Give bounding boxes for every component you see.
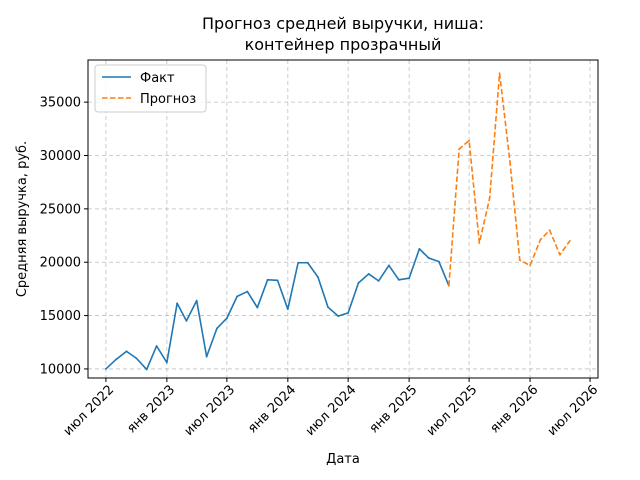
chart-title-line-1: Прогноз средней выручки, ниша: bbox=[202, 14, 484, 33]
data-point bbox=[317, 276, 319, 279]
data-point bbox=[397, 278, 400, 281]
data-point bbox=[337, 315, 340, 318]
data-point bbox=[256, 306, 259, 309]
y-axis: 10000 15000 20000 25000 30000 35000 bbox=[40, 96, 88, 377]
x-tick-label: янв 2024 bbox=[245, 382, 299, 436]
data-point bbox=[447, 284, 450, 287]
data-point bbox=[427, 257, 430, 259]
y-tick-label: 15000 bbox=[40, 309, 81, 324]
data-point bbox=[176, 302, 179, 305]
data-point bbox=[357, 282, 360, 284]
data-point bbox=[478, 242, 481, 244]
data-point bbox=[347, 312, 350, 314]
data-point bbox=[408, 277, 411, 280]
data-point bbox=[418, 247, 421, 250]
x-tick-label: янв 2025 bbox=[367, 382, 421, 436]
data-point bbox=[246, 290, 249, 293]
data-point bbox=[468, 139, 470, 142]
series-1 bbox=[104, 247, 450, 371]
data-point bbox=[104, 368, 107, 370]
data-point bbox=[115, 358, 118, 361]
x-tick-label: июл 2023 bbox=[182, 382, 239, 439]
x-tick-label: янв 2023 bbox=[124, 382, 178, 436]
data-point bbox=[327, 306, 329, 308]
data-point bbox=[458, 148, 461, 151]
data-point bbox=[518, 259, 521, 261]
data-point bbox=[125, 350, 128, 353]
data-point bbox=[539, 238, 542, 241]
data-point bbox=[508, 159, 511, 162]
y-tick-label: 10000 bbox=[40, 362, 81, 377]
data-point bbox=[488, 197, 491, 200]
y-tick-label: 35000 bbox=[40, 96, 81, 111]
legend-label: Прогноз bbox=[140, 92, 196, 107]
data-point bbox=[568, 239, 571, 242]
data-point bbox=[195, 299, 198, 302]
legend-label: Факт bbox=[140, 71, 175, 86]
data-point bbox=[165, 361, 168, 364]
data-point bbox=[236, 295, 239, 298]
y-tick-label: 20000 bbox=[40, 256, 81, 271]
x-tick-label: июл 2025 bbox=[424, 382, 481, 439]
data-point bbox=[276, 279, 279, 282]
series-line bbox=[448, 72, 571, 286]
data-point bbox=[498, 72, 501, 75]
legend: Факт Прогноз bbox=[94, 64, 207, 113]
data-point bbox=[145, 368, 148, 371]
y-tick-label: 30000 bbox=[40, 149, 81, 164]
x-tick-label: июл 2026 bbox=[545, 382, 602, 439]
x-tick-label: янв 2026 bbox=[487, 382, 541, 436]
y-tick-label: 25000 bbox=[40, 202, 81, 217]
series-layer bbox=[104, 72, 571, 371]
x-axis-label: Дата bbox=[326, 452, 360, 467]
plot-frame bbox=[87, 59, 599, 379]
data-point bbox=[225, 317, 228, 320]
x-axis: июл 2022 янв 2023 июл 2023 янв 2024 июл 2024… bbox=[61, 378, 602, 439]
data-point bbox=[388, 264, 390, 267]
chart-title: Прогноз средней выручки, ниша: контейнер… bbox=[202, 14, 484, 54]
data-point bbox=[529, 264, 531, 267]
data-point bbox=[286, 308, 289, 311]
data-point bbox=[367, 273, 370, 275]
data-point bbox=[377, 279, 380, 282]
data-point bbox=[558, 253, 561, 256]
data-point bbox=[297, 261, 299, 264]
data-point bbox=[438, 260, 440, 263]
y-axis-label: Средняя выручка, руб. bbox=[15, 141, 30, 297]
x-tick-label: июл 2022 bbox=[61, 382, 118, 439]
chart-title-line-2: контейнер прозрачный bbox=[245, 35, 442, 54]
data-point bbox=[306, 261, 309, 264]
series-2 bbox=[447, 72, 571, 287]
data-point bbox=[548, 229, 551, 232]
data-point bbox=[155, 345, 158, 347]
data-point bbox=[185, 320, 188, 322]
data-point bbox=[135, 357, 138, 360]
grid bbox=[88, 60, 598, 378]
x-tick-label: июл 2024 bbox=[303, 382, 360, 439]
series-line bbox=[105, 248, 450, 371]
data-point bbox=[216, 327, 218, 330]
data-point bbox=[266, 278, 269, 281]
data-point bbox=[205, 355, 208, 358]
